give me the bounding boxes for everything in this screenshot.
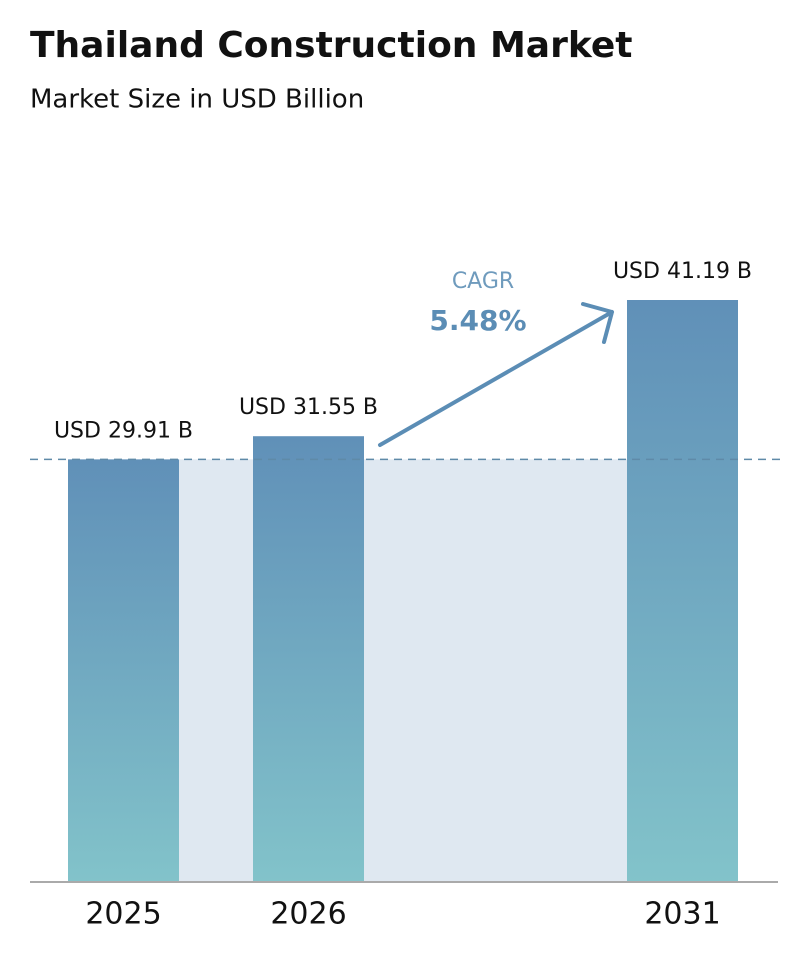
reference-band xyxy=(68,459,738,882)
value-label: USD 29.91 B xyxy=(54,418,193,443)
bar xyxy=(253,436,364,882)
cagr-label: CAGR xyxy=(452,269,514,294)
x-tick-label: 2025 xyxy=(85,897,161,932)
x-tick-label: 2026 xyxy=(270,897,346,932)
chart-subtitle: Market Size in USD Billion xyxy=(30,85,364,115)
value-label: USD 31.55 B xyxy=(239,395,378,420)
value-label: USD 41.19 B xyxy=(613,259,752,284)
cagr-value: 5.48% xyxy=(429,304,526,337)
plot-area: USD 29.91 B 2025 USD 31.55 B 2026 USD 41.19 … xyxy=(30,259,780,932)
chart-title: Thailand Construction Market xyxy=(30,25,632,66)
bar xyxy=(627,300,738,882)
x-tick-label: 2031 xyxy=(644,897,720,932)
cagr-arrow xyxy=(378,302,614,447)
bar xyxy=(68,459,179,882)
